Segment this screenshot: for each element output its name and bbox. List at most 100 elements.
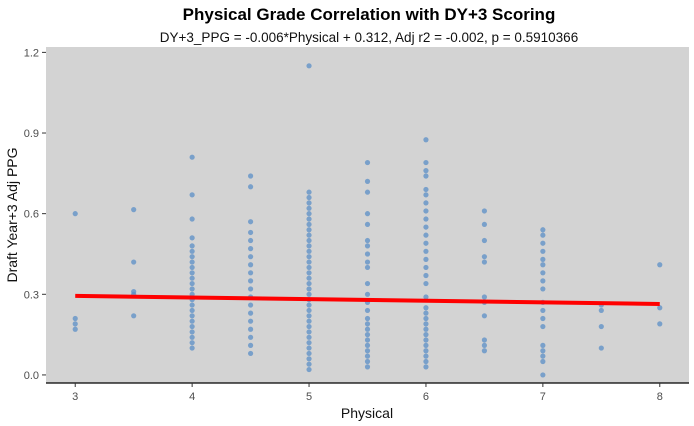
data-point	[540, 262, 546, 268]
data-point	[247, 229, 254, 236]
data-point	[306, 216, 312, 222]
data-point	[423, 310, 429, 316]
data-point	[306, 264, 312, 271]
data-point	[189, 216, 195, 222]
data-point	[306, 189, 312, 195]
data-point	[423, 326, 429, 332]
data-point	[540, 372, 546, 378]
data-point	[540, 348, 546, 354]
data-point	[364, 364, 371, 370]
data-point	[423, 159, 429, 166]
data-point	[189, 264, 195, 271]
data-point	[423, 272, 429, 279]
data-point	[423, 337, 429, 343]
data-point	[306, 280, 312, 287]
data-point	[657, 262, 663, 268]
data-point	[72, 315, 78, 322]
data-point	[306, 194, 312, 201]
data-point	[189, 329, 195, 335]
data-point	[364, 159, 371, 166]
data-point	[247, 270, 254, 276]
data-point	[423, 200, 429, 206]
data-point	[306, 63, 312, 69]
data-point	[306, 291, 312, 297]
data-point	[481, 342, 488, 348]
data-point	[306, 366, 312, 373]
data-point	[481, 221, 488, 228]
data-point	[306, 221, 312, 228]
data-point	[306, 254, 312, 260]
data-point	[189, 154, 195, 160]
data-point	[189, 254, 195, 260]
data-point	[364, 307, 371, 314]
data-point	[540, 256, 546, 262]
data-point	[364, 264, 371, 271]
data-point	[364, 358, 371, 365]
data-point	[423, 168, 429, 174]
data-point	[247, 310, 254, 316]
data-point	[189, 318, 195, 324]
data-point	[131, 259, 137, 265]
data-point	[306, 227, 312, 233]
data-point	[306, 302, 312, 308]
data-point	[189, 323, 195, 330]
data-point	[189, 259, 195, 265]
data-point	[423, 315, 429, 322]
x-tick-label: 4	[189, 391, 195, 403]
data-point	[364, 321, 371, 327]
data-point	[306, 237, 312, 244]
data-point	[306, 329, 312, 335]
data-point	[540, 278, 546, 284]
data-point	[423, 264, 429, 271]
data-point	[306, 318, 312, 324]
data-point	[423, 321, 429, 327]
data-point	[72, 326, 78, 332]
data-point	[423, 256, 429, 262]
data-point	[657, 321, 663, 327]
data-point	[306, 270, 312, 276]
data-point	[306, 211, 312, 217]
data-point	[189, 307, 195, 314]
data-point	[540, 248, 546, 254]
data-point	[423, 173, 429, 179]
data-point	[481, 208, 488, 214]
data-point	[189, 302, 195, 308]
data-point	[306, 356, 312, 362]
x-tick-label: 8	[657, 391, 663, 403]
data-point	[189, 192, 195, 198]
x-tick-label: 7	[540, 391, 546, 403]
data-point	[131, 313, 137, 319]
data-point	[481, 313, 488, 319]
data-point	[189, 286, 195, 292]
trend-line	[75, 293, 660, 306]
data-point	[540, 227, 546, 233]
data-point	[540, 232, 546, 238]
data-point	[247, 219, 254, 225]
data-point	[306, 350, 312, 357]
data-point	[364, 178, 371, 184]
data-point	[131, 207, 137, 213]
x-tick-label: 5	[306, 391, 312, 403]
data-point	[189, 313, 195, 319]
y-tick-label: 0.3	[24, 289, 39, 301]
data-point	[364, 243, 371, 249]
x-tick-label: 6	[423, 391, 429, 403]
data-point	[247, 318, 254, 324]
data-point	[423, 358, 429, 365]
data-point	[306, 259, 312, 265]
data-point	[540, 342, 546, 348]
data-point	[189, 334, 195, 340]
data-point	[306, 307, 312, 314]
data-point	[306, 334, 312, 340]
data-point	[189, 345, 195, 351]
data-point	[306, 243, 312, 249]
data-point	[423, 137, 429, 143]
data-point	[247, 246, 254, 252]
data-point	[247, 286, 254, 292]
data-point	[481, 259, 488, 265]
y-tick-label: 1.2	[24, 47, 39, 59]
data-point	[189, 235, 195, 241]
data-point	[72, 211, 78, 217]
data-point	[364, 337, 371, 343]
data-point	[364, 251, 371, 257]
